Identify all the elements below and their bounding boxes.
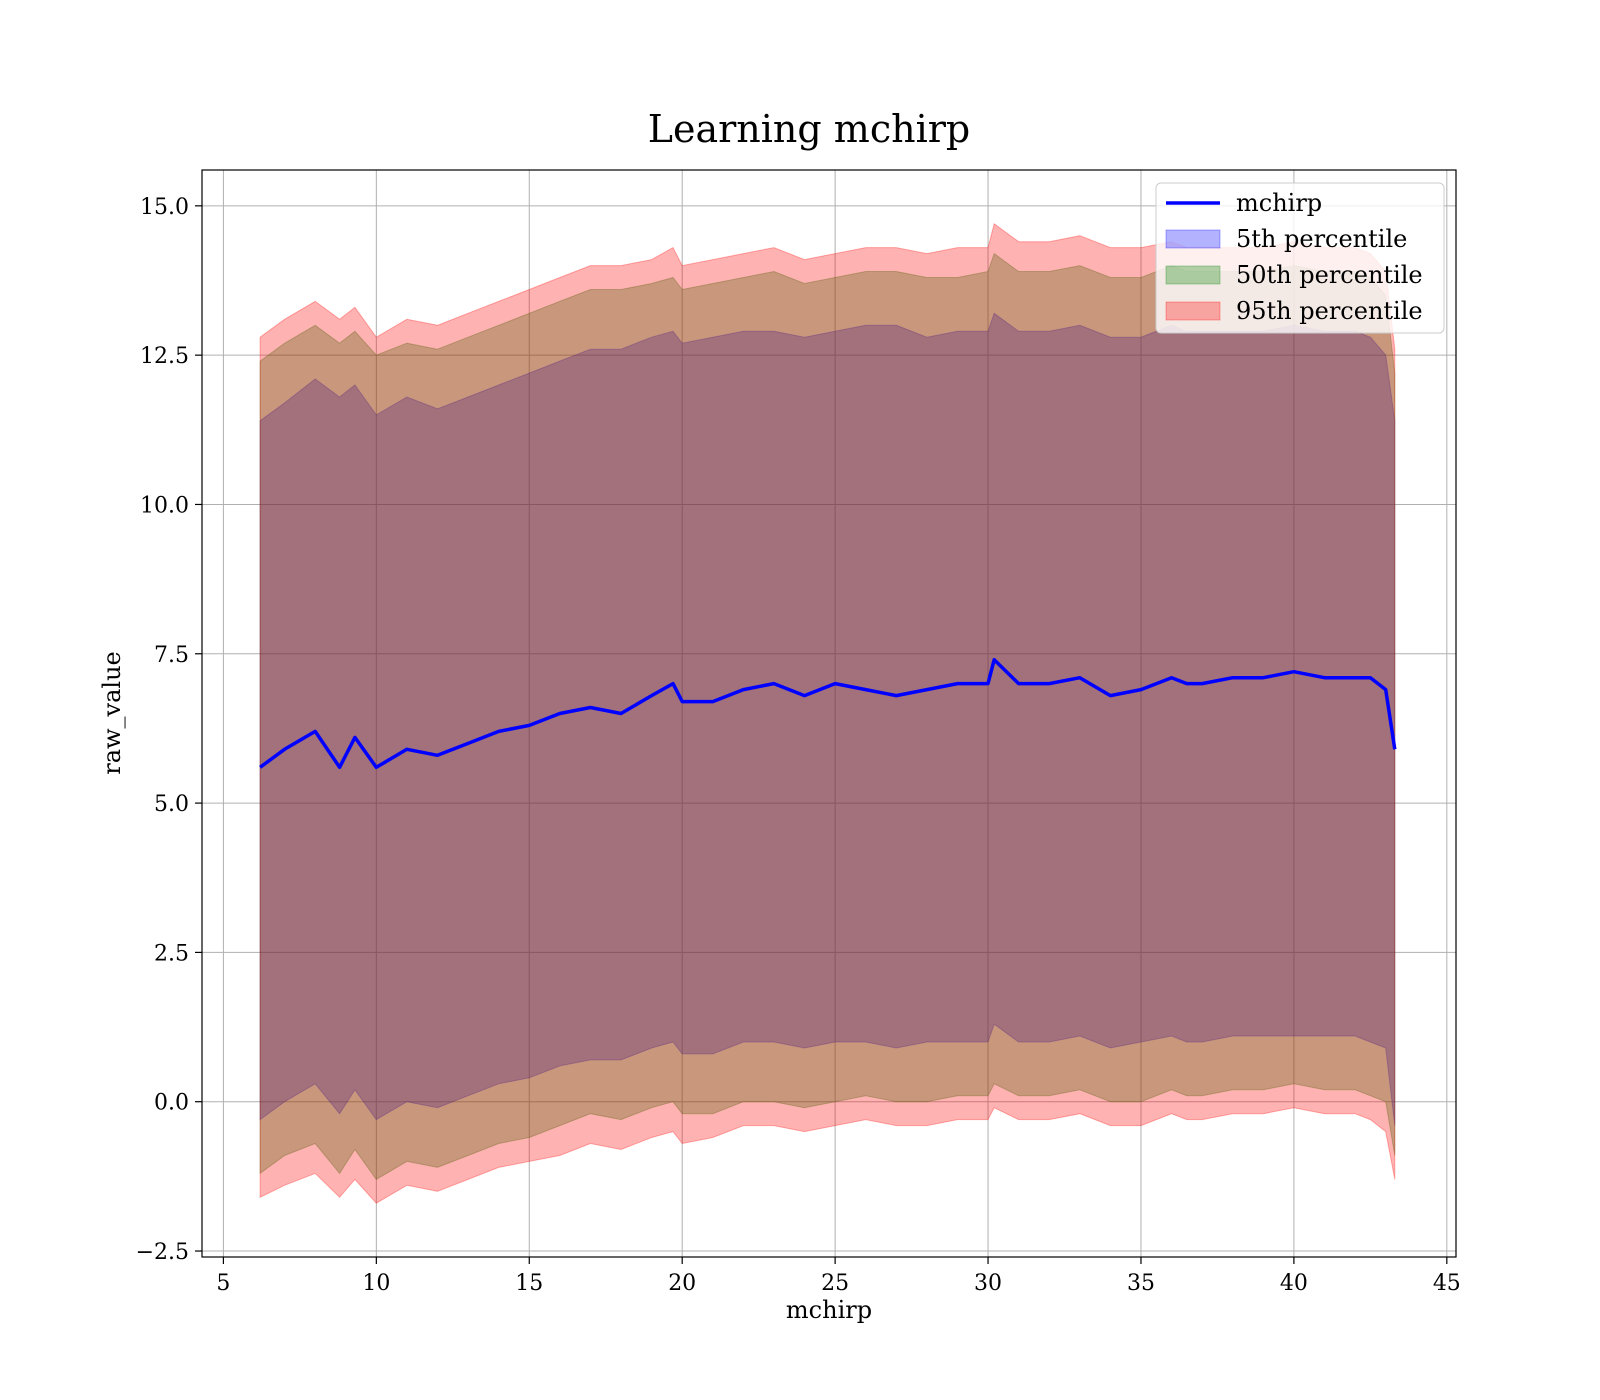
series-lines (259, 657, 1397, 770)
plot-background (202, 170, 1456, 1257)
legend-entry: 50th percentile (1165, 261, 1423, 289)
legend: mchirp 5th percentile 50th percentile 95th … (1155, 182, 1445, 334)
legend-swatch-patch (1165, 265, 1221, 285)
percentile-bands (259, 222, 1396, 1204)
legend-entry: mchirp (1166, 189, 1322, 217)
band-50th-percentile (259, 252, 1396, 1181)
legend-swatch-patch (1165, 301, 1221, 321)
x-tick-label: 15 (515, 1271, 543, 1296)
legend-label: 5th percentile (1236, 225, 1407, 253)
legend-label: mchirp (1236, 189, 1322, 217)
x-axis: 5 10 15 20 25 30 35 40 45 (216, 1257, 1461, 1296)
legend-entry: 5th percentile (1165, 225, 1407, 253)
y-tick-label: 5.0 (154, 792, 189, 817)
plot-area (201, 169, 1457, 1258)
plot-frame (201, 169, 1457, 1258)
legend-label: 95th percentile (1236, 297, 1423, 325)
y-tick-label: −2.5 (136, 1240, 189, 1265)
y-tick-label: 15.0 (140, 195, 189, 220)
y-tick-label: 7.5 (154, 643, 189, 668)
legend-label: 50th percentile (1236, 261, 1423, 289)
x-tick-label: 40 (1280, 1271, 1308, 1296)
x-tick-label: 30 (974, 1271, 1002, 1296)
x-tick-label: 5 (216, 1271, 230, 1296)
band-5th-percentile (259, 312, 1396, 1126)
y-tick-label: 2.5 (154, 941, 189, 966)
x-tick-label: 35 (1127, 1271, 1155, 1296)
y-tick-label: 0.0 (154, 1091, 189, 1116)
x-tick-label: 25 (821, 1271, 849, 1296)
legend-box (1155, 182, 1445, 334)
chart-title: Learning mchirp (648, 107, 970, 151)
y-axis: −2.5 0.0 2.5 5.0 7.5 10.0 12.5 15.0 (136, 195, 202, 1265)
x-tick-label: 10 (362, 1271, 390, 1296)
y-axis-title: raw_value (98, 651, 126, 775)
band-95th-percentile (259, 222, 1396, 1204)
x-axis-title: mchirp (786, 1296, 872, 1324)
y-tick-label: 10.0 (140, 493, 189, 518)
line-mchirp (259, 657, 1397, 770)
y-tick-label: 12.5 (140, 344, 189, 369)
legend-swatch-patch (1165, 229, 1221, 249)
legend-entry: 95th percentile (1165, 297, 1423, 325)
x-tick-label: 20 (668, 1271, 696, 1296)
x-tick-label: 45 (1433, 1271, 1461, 1296)
